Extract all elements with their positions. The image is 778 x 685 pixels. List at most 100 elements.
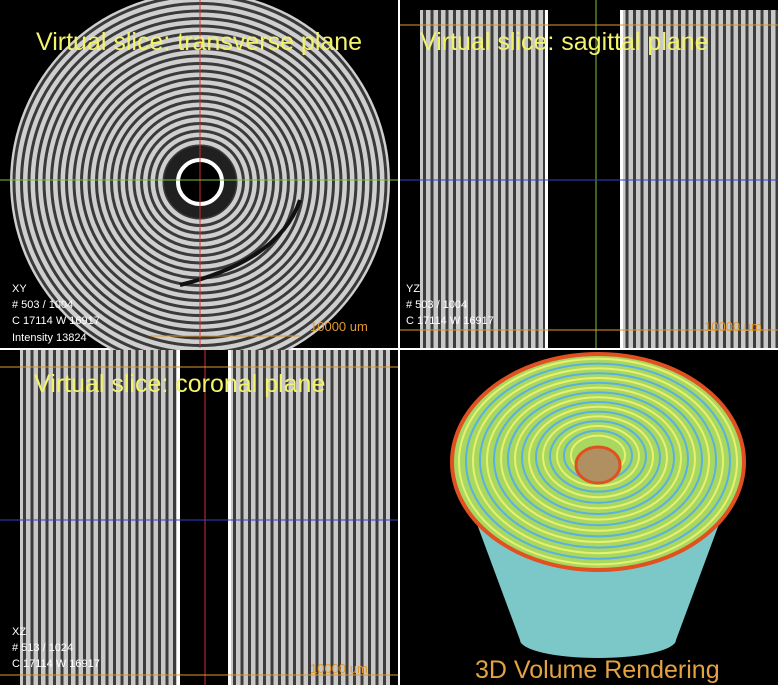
layer [120,350,124,685]
layer [90,350,94,685]
window-label: C 17114 W 16917 [12,315,100,327]
layer [150,350,154,685]
layer [768,10,771,348]
layer [345,350,349,685]
layer [520,10,524,348]
render-panel [400,350,778,685]
panel-title: Virtual slice: sagittal plane [420,28,709,56]
layer [535,10,539,348]
layer [460,10,464,348]
wall [545,10,548,348]
ring [528,405,668,510]
layer [315,350,319,685]
layer [693,10,696,348]
panel-title: 3D Volume Rendering [475,656,720,684]
layer [240,350,244,685]
ring [500,386,696,532]
panel-title: Virtual slice: coronal plane [34,370,325,398]
layer [173,350,176,685]
ring [521,401,675,515]
layer [730,10,734,348]
ring [514,396,682,521]
layer [625,10,629,348]
view-label: XY [12,283,27,295]
slice-label: # 503 / 1004 [12,299,73,311]
ring [507,391,689,527]
layer [475,10,479,348]
layer [143,350,146,685]
coronal-panel [0,350,398,685]
layer [483,10,486,348]
layer [278,350,281,685]
layer [453,10,456,348]
layer [165,350,169,685]
slice-label: # 513 / 1024 [12,642,73,654]
layer [468,10,471,348]
wall [228,350,231,685]
delamination [179,199,302,287]
layer [543,10,546,348]
layer [753,10,756,348]
layer [383,350,386,685]
layer [430,10,434,348]
layer [678,10,681,348]
layer [648,10,651,348]
layer [368,350,371,685]
layer [655,10,659,348]
layer [708,10,711,348]
ring [556,425,640,487]
ring [465,362,731,560]
layer [38,350,41,685]
layer [60,350,64,685]
ring [493,381,703,538]
wall [177,350,180,685]
scale-bar-label: 10000 um [310,319,368,334]
transverse-panel [0,0,398,372]
ring [542,415,654,499]
layer [513,10,516,348]
layer [263,350,266,685]
layer [255,350,259,685]
layer [715,10,719,348]
layer [128,350,131,685]
layer [68,350,71,685]
core [574,445,622,485]
gap [180,350,228,685]
layer [445,10,449,348]
layer [75,350,79,685]
intensity-label: Intensity 13824 [12,332,87,344]
ring [479,372,717,549]
window-label: C 17114 W 16917 [406,315,494,327]
layer [685,10,689,348]
layer [375,350,379,685]
wall [620,10,623,348]
layer [338,350,341,685]
layer [23,350,26,685]
layer [360,350,364,685]
layer [760,10,764,348]
layer [83,350,86,685]
layer [663,10,666,348]
ring [535,410,661,504]
layer [723,10,726,348]
layer [498,10,501,348]
layer [248,350,251,685]
layer [423,10,426,348]
layer [330,350,334,685]
layer [745,10,749,348]
layer [113,350,116,685]
layer [30,350,34,685]
layer [505,10,509,348]
layer [528,10,531,348]
layer [285,350,289,685]
view-label: YZ [406,283,420,295]
layer [135,350,139,685]
layer [738,10,741,348]
ring [486,377,710,543]
ring [458,357,738,566]
layer [490,10,494,348]
layer [633,10,636,348]
panel-title: Virtual slice: transverse plane [36,28,362,56]
overlay: Virtual slice: transverse plane XY # 503… [12,28,762,684]
